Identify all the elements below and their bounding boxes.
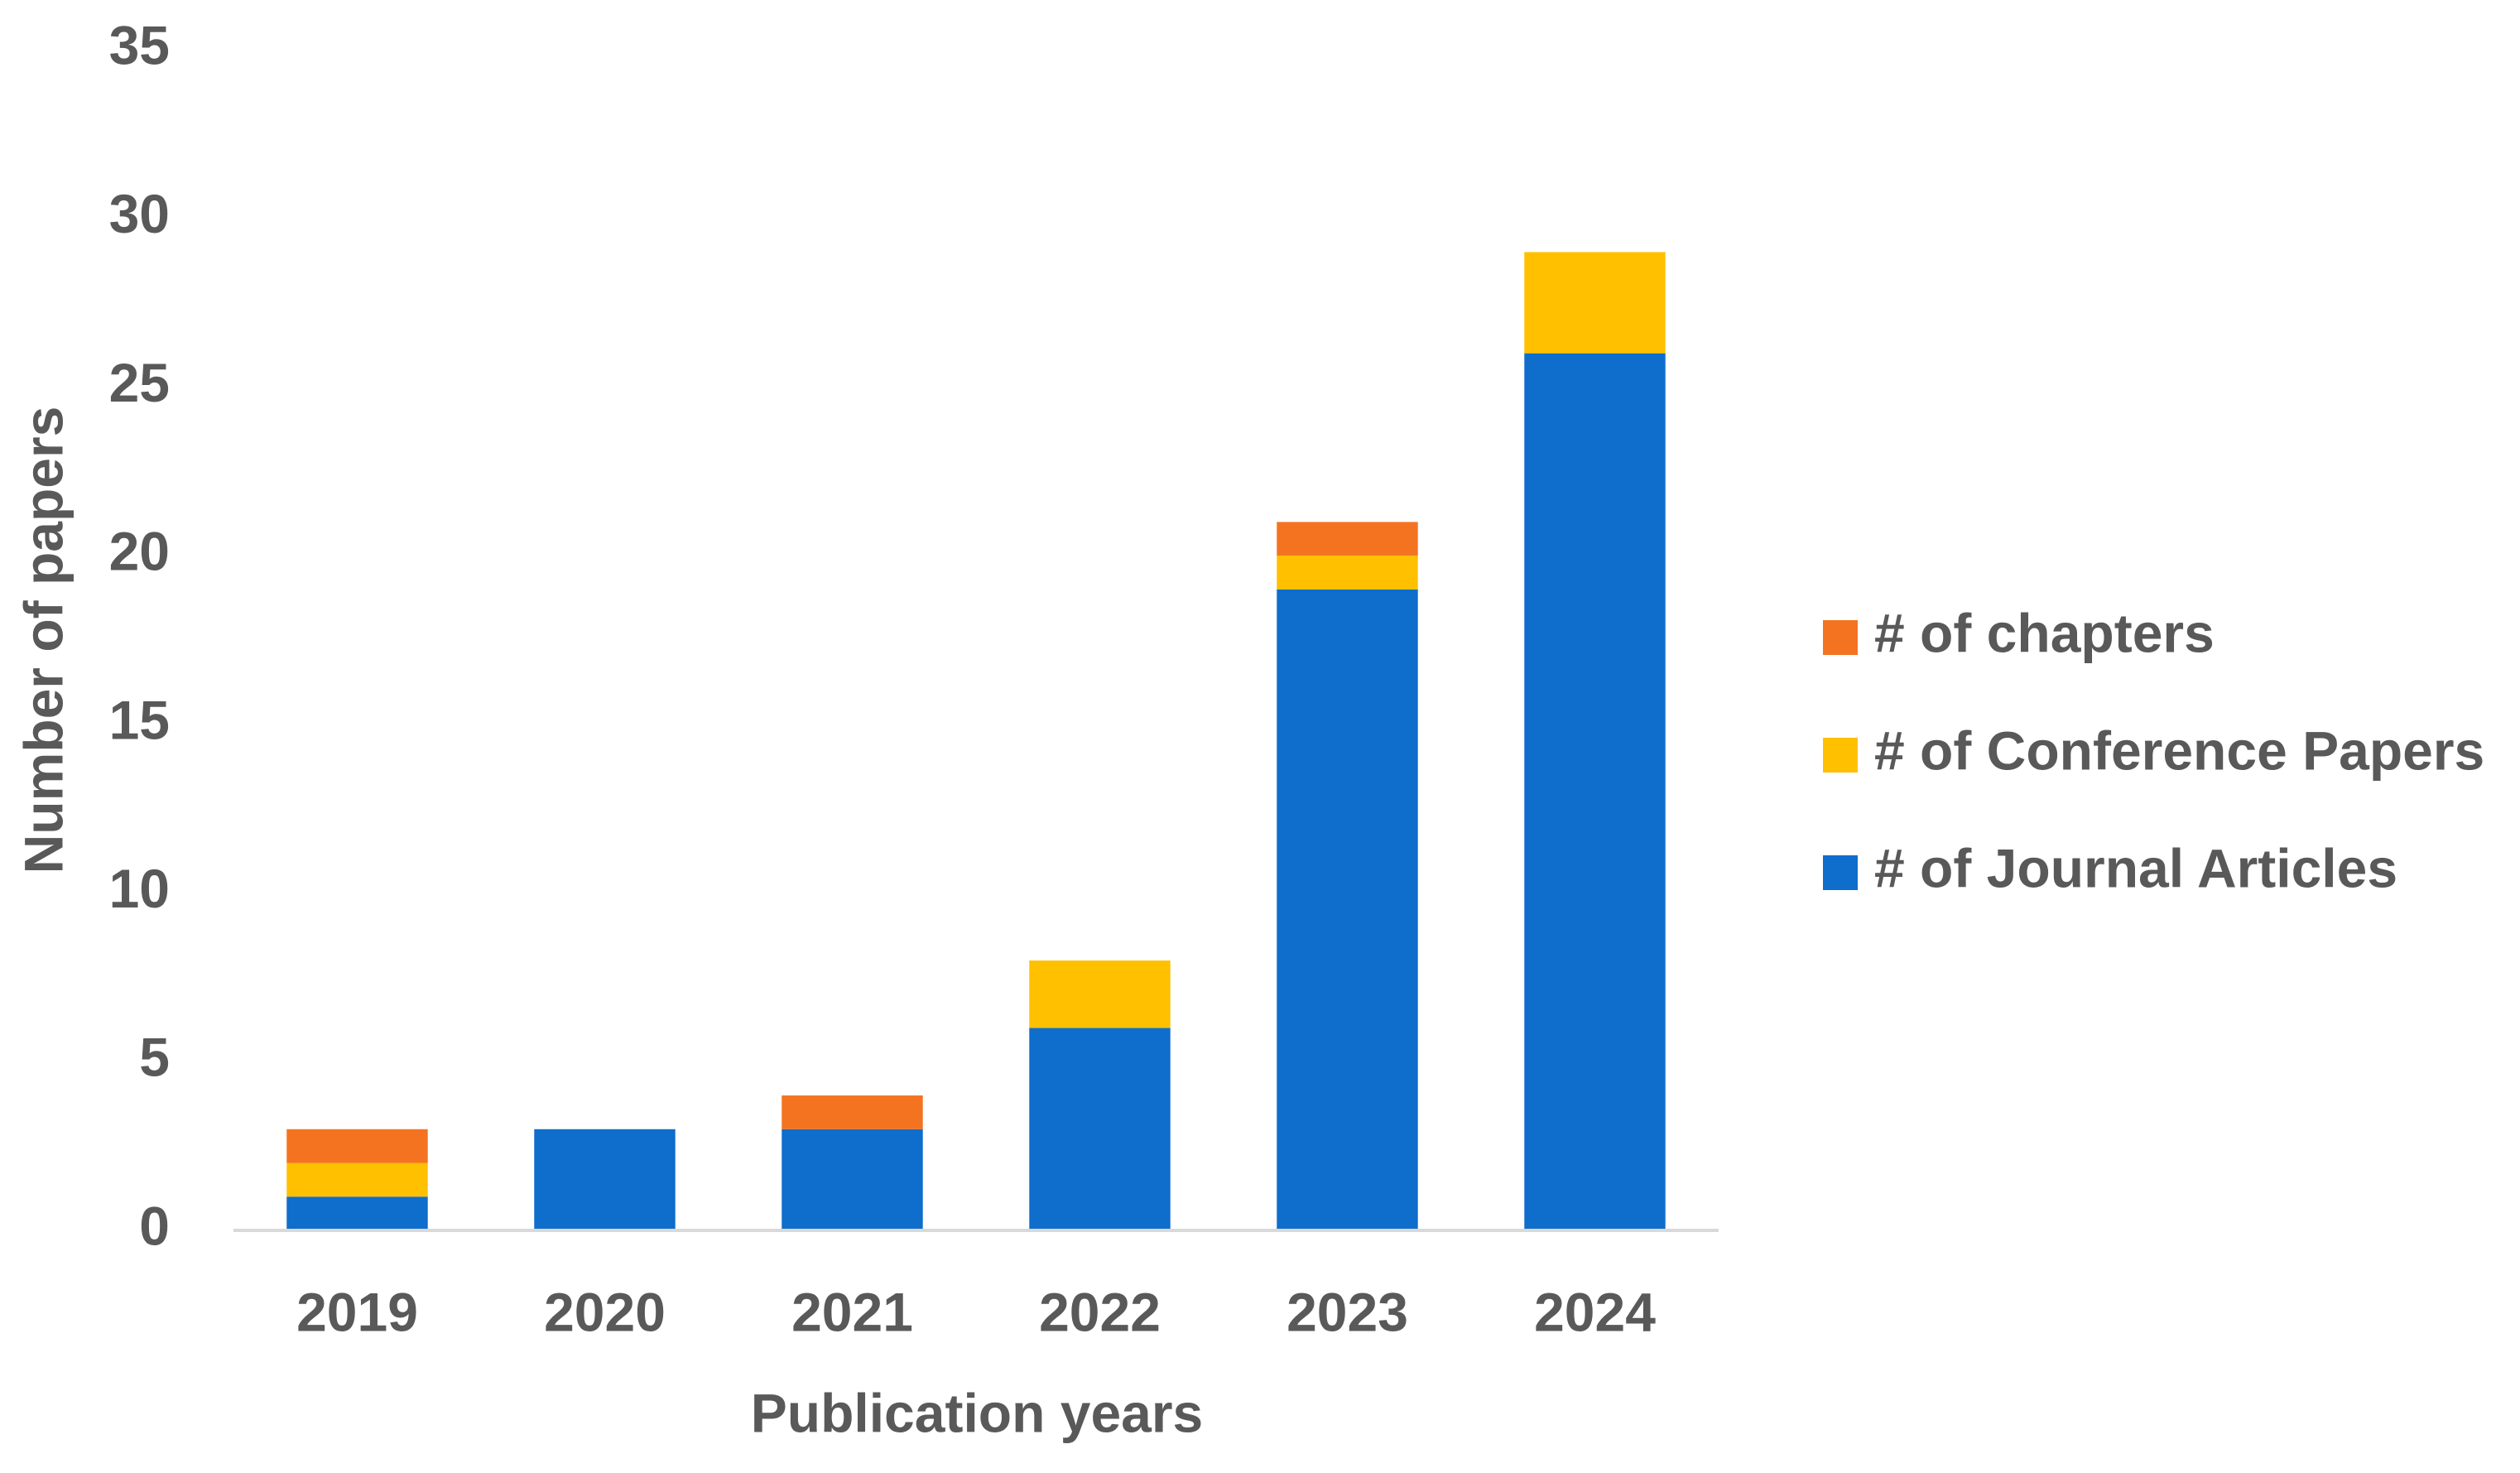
- bar-segment: [1524, 353, 1666, 1231]
- y-tick-label: 10: [109, 858, 170, 919]
- legend-label: # of Journal Articles: [1874, 837, 2397, 898]
- bar-segment: [781, 1095, 923, 1129]
- bar-segment: [1029, 1028, 1171, 1230]
- bar-segment: [1029, 960, 1171, 1028]
- bar-segment: [286, 1196, 428, 1230]
- legend-label: # of chapters: [1874, 602, 2215, 663]
- bar-segment: [286, 1163, 428, 1197]
- bar-segment: [781, 1129, 923, 1230]
- x-axis-title: Publication years: [751, 1382, 1204, 1443]
- y-tick-label: 5: [139, 1027, 170, 1088]
- bar-segment: [1277, 556, 1418, 590]
- legend-swatch: [1823, 738, 1858, 773]
- y-tick-label: 25: [109, 352, 170, 413]
- legend-swatch: [1823, 620, 1858, 655]
- x-tick-label: 2024: [1534, 1281, 1656, 1342]
- bar-segment: [534, 1129, 676, 1230]
- x-tick-label: 2019: [296, 1281, 418, 1342]
- legend-label: # of Conference Papers: [1874, 720, 2484, 781]
- y-tick-label: 0: [139, 1195, 170, 1256]
- bar-segment: [1524, 252, 1666, 354]
- x-tick-label: 2023: [1286, 1281, 1408, 1342]
- y-tick-label: 30: [109, 183, 170, 244]
- bar-segment: [1277, 589, 1418, 1230]
- y-axis-title: Number of papers: [12, 407, 74, 874]
- x-tick-label: 2020: [544, 1281, 666, 1342]
- y-tick-label: 20: [109, 521, 170, 582]
- y-tick-label: 35: [109, 14, 170, 75]
- bar-segment: [1277, 522, 1418, 556]
- y-tick-label: 15: [109, 689, 170, 750]
- x-tick-label: 2022: [1039, 1281, 1161, 1342]
- legend-swatch: [1823, 855, 1858, 890]
- bar-segment: [286, 1129, 428, 1163]
- x-tick-label: 2021: [791, 1281, 913, 1342]
